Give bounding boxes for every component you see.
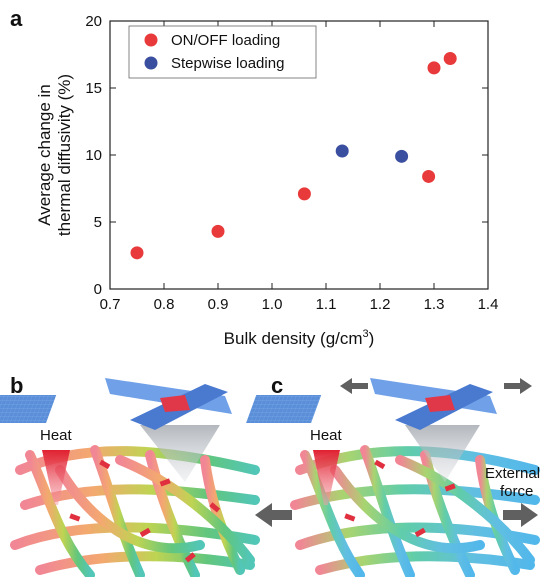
x-tick-label: 0.7 bbox=[100, 296, 121, 313]
scatter-chart: 0.7 0.8 0.9 1.0 1.1 1.2 1.3 1.4 0 5 10 15 20 Bulk d… bbox=[35, 13, 498, 348]
hotspots-b bbox=[69, 459, 221, 563]
data-points bbox=[130, 52, 457, 260]
x-axis-ticks: 0.7 0.8 0.9 1.0 1.1 1.2 1.3 1.4 bbox=[100, 21, 499, 313]
force-arrows bbox=[255, 378, 538, 527]
x-tick-label: 1.3 bbox=[424, 296, 445, 313]
fiber-crossing-inset-b bbox=[0, 378, 232, 430]
external-force-label-line2: force bbox=[500, 483, 533, 500]
external-force-label-line1: External bbox=[485, 465, 540, 482]
point-onoff-loading bbox=[211, 224, 225, 238]
arrow-right-icon bbox=[503, 503, 538, 527]
hotspots-c bbox=[344, 459, 456, 538]
x-tick-label: 1.2 bbox=[370, 296, 391, 313]
heat-label-c: Heat bbox=[310, 427, 343, 444]
y-tick-label: 15 bbox=[85, 80, 102, 97]
zoom-cone-c bbox=[405, 425, 480, 482]
point-stepwise-loading bbox=[395, 149, 409, 163]
panel-letter-c: c bbox=[271, 373, 283, 398]
fiber-network-b bbox=[10, 445, 260, 577]
legend-label-onoff: ON/OFF loading bbox=[171, 32, 280, 49]
y-axis-title-line2: thermal diffusivity (%) bbox=[55, 74, 74, 236]
y-tick-label: 10 bbox=[85, 147, 102, 164]
x-tick-label: 1.4 bbox=[478, 296, 499, 313]
heat-flame-c bbox=[313, 450, 340, 505]
y-tick-label: 20 bbox=[85, 13, 102, 30]
arrow-top-right-icon bbox=[504, 378, 532, 394]
x-tick-label: 1.0 bbox=[262, 296, 283, 313]
point-onoff-loading bbox=[422, 169, 436, 183]
panel-letter-b: b bbox=[10, 373, 23, 398]
fiber-network-c bbox=[290, 445, 540, 577]
legend-marker-stepwise bbox=[144, 56, 158, 70]
point-onoff-loading bbox=[297, 187, 311, 201]
y-axis-title: Average change in thermal diffusivity (%… bbox=[35, 74, 74, 236]
panel-letter-a: a bbox=[10, 6, 23, 31]
x-tick-label: 1.1 bbox=[316, 296, 337, 313]
x-axis-title: Bulk density (g/cm3) bbox=[224, 328, 375, 348]
heat-label-b: Heat bbox=[40, 427, 73, 444]
heat-flame-b bbox=[42, 450, 70, 505]
point-stepwise-loading bbox=[335, 144, 349, 158]
legend-box bbox=[128, 25, 317, 79]
zoom-cone-b bbox=[140, 425, 220, 482]
x-tick-label: 0.9 bbox=[208, 296, 229, 313]
legend-label-stepwise: Stepwise loading bbox=[171, 55, 284, 72]
x-tick-label: 0.8 bbox=[154, 296, 175, 313]
point-onoff-loading bbox=[130, 246, 144, 260]
legend-marker-onoff bbox=[144, 33, 158, 47]
y-tick-label: 0 bbox=[94, 281, 102, 298]
fiber-crossing-inset-c bbox=[246, 378, 497, 430]
y-axis-title-line1: Average change in bbox=[35, 84, 54, 225]
point-onoff-loading bbox=[427, 61, 441, 75]
y-tick-label: 5 bbox=[94, 214, 102, 231]
point-onoff-loading bbox=[443, 52, 457, 66]
arrow-top-left-icon bbox=[340, 378, 368, 394]
legend: ON/OFF loading Stepwise loading bbox=[128, 25, 317, 79]
arrow-left-icon bbox=[255, 503, 292, 527]
y-axis-ticks: 0 5 10 15 20 bbox=[85, 13, 488, 298]
